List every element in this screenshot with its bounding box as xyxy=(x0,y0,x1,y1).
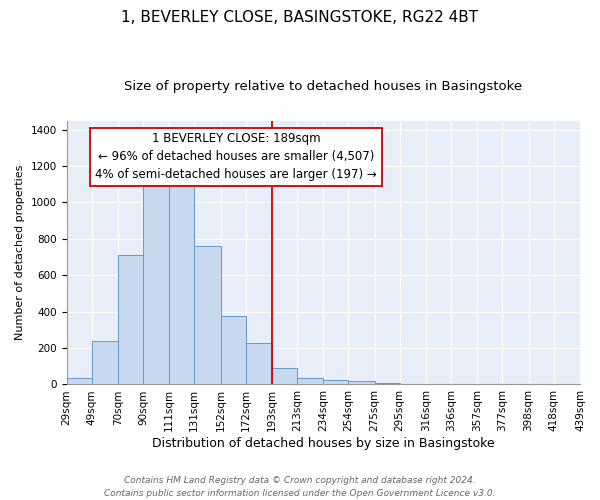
Text: 1, BEVERLEY CLOSE, BASINGSTOKE, RG22 4BT: 1, BEVERLEY CLOSE, BASINGSTOKE, RG22 4BT xyxy=(121,10,479,25)
Y-axis label: Number of detached properties: Number of detached properties xyxy=(15,165,25,340)
Text: 1 BEVERLEY CLOSE: 189sqm
← 96% of detached houses are smaller (4,507)
4% of semi: 1 BEVERLEY CLOSE: 189sqm ← 96% of detach… xyxy=(95,132,377,182)
Bar xyxy=(221,316,245,384)
Bar xyxy=(143,184,169,384)
Bar xyxy=(194,246,221,384)
Bar xyxy=(67,378,92,384)
Bar xyxy=(297,378,323,384)
Bar xyxy=(245,342,272,384)
Bar xyxy=(272,368,297,384)
Title: Size of property relative to detached houses in Basingstoke: Size of property relative to detached ho… xyxy=(124,80,523,93)
X-axis label: Distribution of detached houses by size in Basingstoke: Distribution of detached houses by size … xyxy=(152,437,494,450)
Text: Contains HM Land Registry data © Crown copyright and database right 2024.
Contai: Contains HM Land Registry data © Crown c… xyxy=(104,476,496,498)
Bar xyxy=(169,182,194,384)
Bar xyxy=(323,380,349,384)
Bar xyxy=(118,255,143,384)
Bar xyxy=(92,341,118,384)
Bar xyxy=(349,381,374,384)
Bar xyxy=(374,382,400,384)
